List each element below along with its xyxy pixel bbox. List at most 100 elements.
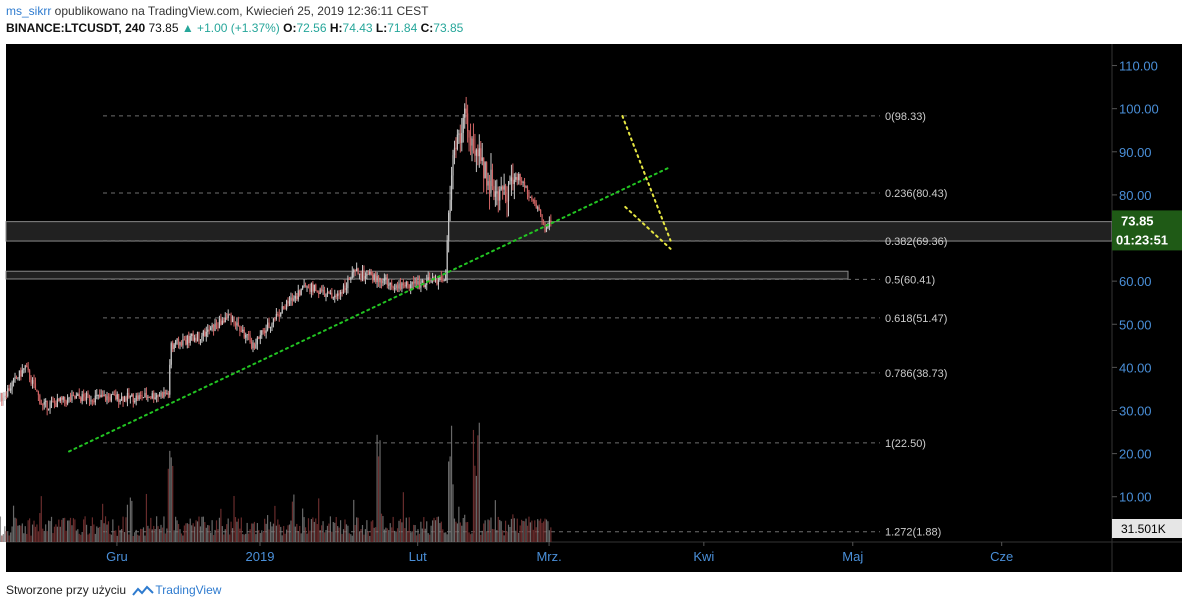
candle-body xyxy=(410,284,412,289)
volume-bar xyxy=(322,521,324,542)
volume-bar xyxy=(477,435,479,542)
candle-body xyxy=(128,392,130,398)
volume-bar xyxy=(512,514,514,542)
footer-text: Stworzone przy użyciu xyxy=(6,583,127,597)
candle-body xyxy=(407,281,409,285)
volume-bar xyxy=(315,518,317,542)
volume-bar xyxy=(377,456,380,542)
volume-bar xyxy=(186,523,188,542)
volume-bar xyxy=(265,523,267,542)
candle-body xyxy=(510,177,513,182)
candle-body xyxy=(199,339,202,341)
volume-bar xyxy=(446,534,448,542)
candle-body xyxy=(97,394,99,396)
volume-bar xyxy=(262,532,264,542)
candle-body xyxy=(147,396,149,398)
author-link[interactable]: ms_sikrr xyxy=(6,4,52,18)
candle-body xyxy=(112,393,114,395)
volume-bar xyxy=(278,524,280,542)
volume-bar xyxy=(20,525,22,542)
volume-bar xyxy=(525,518,527,542)
candle-body xyxy=(26,365,28,367)
candle-body xyxy=(284,308,286,310)
volume-bar xyxy=(179,529,181,542)
volume-bar xyxy=(370,521,372,542)
x-tick-label-3: Mrz. xyxy=(536,549,561,564)
candle-body xyxy=(404,285,406,287)
volume-bar xyxy=(131,500,133,542)
volume-bar xyxy=(358,532,361,542)
volume-bar xyxy=(29,518,31,542)
candle-body xyxy=(215,323,218,327)
y-tick-label-3: 40.00 xyxy=(1119,360,1152,375)
volume-bar xyxy=(255,534,257,542)
candle-body xyxy=(55,402,57,407)
candle-body xyxy=(488,181,491,193)
volume-bar xyxy=(75,530,77,542)
candle-body xyxy=(375,274,377,283)
volume-bar xyxy=(218,517,221,542)
candle-body xyxy=(249,335,251,342)
volume-bar xyxy=(145,493,148,542)
candle-body xyxy=(85,393,88,400)
candle-body xyxy=(424,284,426,288)
volume-bar xyxy=(430,525,432,542)
volume-bar xyxy=(337,526,339,542)
volume-bar xyxy=(62,518,64,542)
candle-body xyxy=(186,335,188,345)
y-tick-label-7: 80.00 xyxy=(1119,188,1152,203)
volume-bar xyxy=(207,525,209,542)
candle-body xyxy=(64,396,66,402)
candle-body xyxy=(521,181,523,183)
fib-label-7: 1.272(1.88) xyxy=(885,527,941,539)
tradingview-link[interactable]: TradingView xyxy=(155,583,222,597)
volume-bar xyxy=(427,533,429,542)
candle-body xyxy=(248,334,250,336)
volume-bar xyxy=(391,527,393,542)
volume-bar xyxy=(4,526,6,542)
volume-bar xyxy=(313,521,315,542)
candle-body xyxy=(545,227,548,232)
volume-bar xyxy=(383,529,385,542)
volume-bar xyxy=(83,519,85,542)
candle-body xyxy=(180,342,183,346)
volume-bar xyxy=(423,517,425,542)
candle-body xyxy=(300,288,302,296)
volume-bar xyxy=(500,521,502,542)
candle-body xyxy=(338,293,340,295)
candle-body xyxy=(316,291,318,293)
candle-body xyxy=(110,394,112,401)
volume-bar xyxy=(344,519,346,542)
volume-bar xyxy=(369,535,371,542)
volume-bar xyxy=(18,525,20,542)
candle-body xyxy=(506,201,508,203)
volume-bar xyxy=(161,527,164,542)
volume-bar xyxy=(497,516,499,542)
volume-bar xyxy=(478,422,480,542)
volume-bar xyxy=(42,528,44,542)
candle-body xyxy=(72,394,75,396)
candle-body xyxy=(31,380,34,384)
volume-bar xyxy=(357,517,359,542)
volume-bar xyxy=(350,534,352,542)
candle-body xyxy=(275,313,277,319)
candle-body xyxy=(360,273,362,278)
volume-bar xyxy=(71,525,73,542)
volume-bar xyxy=(532,529,534,542)
volume-bar xyxy=(45,524,47,542)
volume-bar xyxy=(81,531,83,542)
candle-body xyxy=(283,306,285,309)
volume-bar xyxy=(223,534,225,542)
volume-bar xyxy=(102,503,104,542)
volume-bar xyxy=(493,529,495,542)
volume-bar xyxy=(202,516,204,542)
candle-body xyxy=(421,280,423,283)
volume-bar xyxy=(506,531,508,542)
candle-body xyxy=(59,397,61,402)
candle-body xyxy=(250,341,253,349)
candle-body xyxy=(436,279,438,285)
volume-bar xyxy=(487,519,489,542)
candle-body xyxy=(280,312,282,317)
candle-body xyxy=(430,280,432,282)
